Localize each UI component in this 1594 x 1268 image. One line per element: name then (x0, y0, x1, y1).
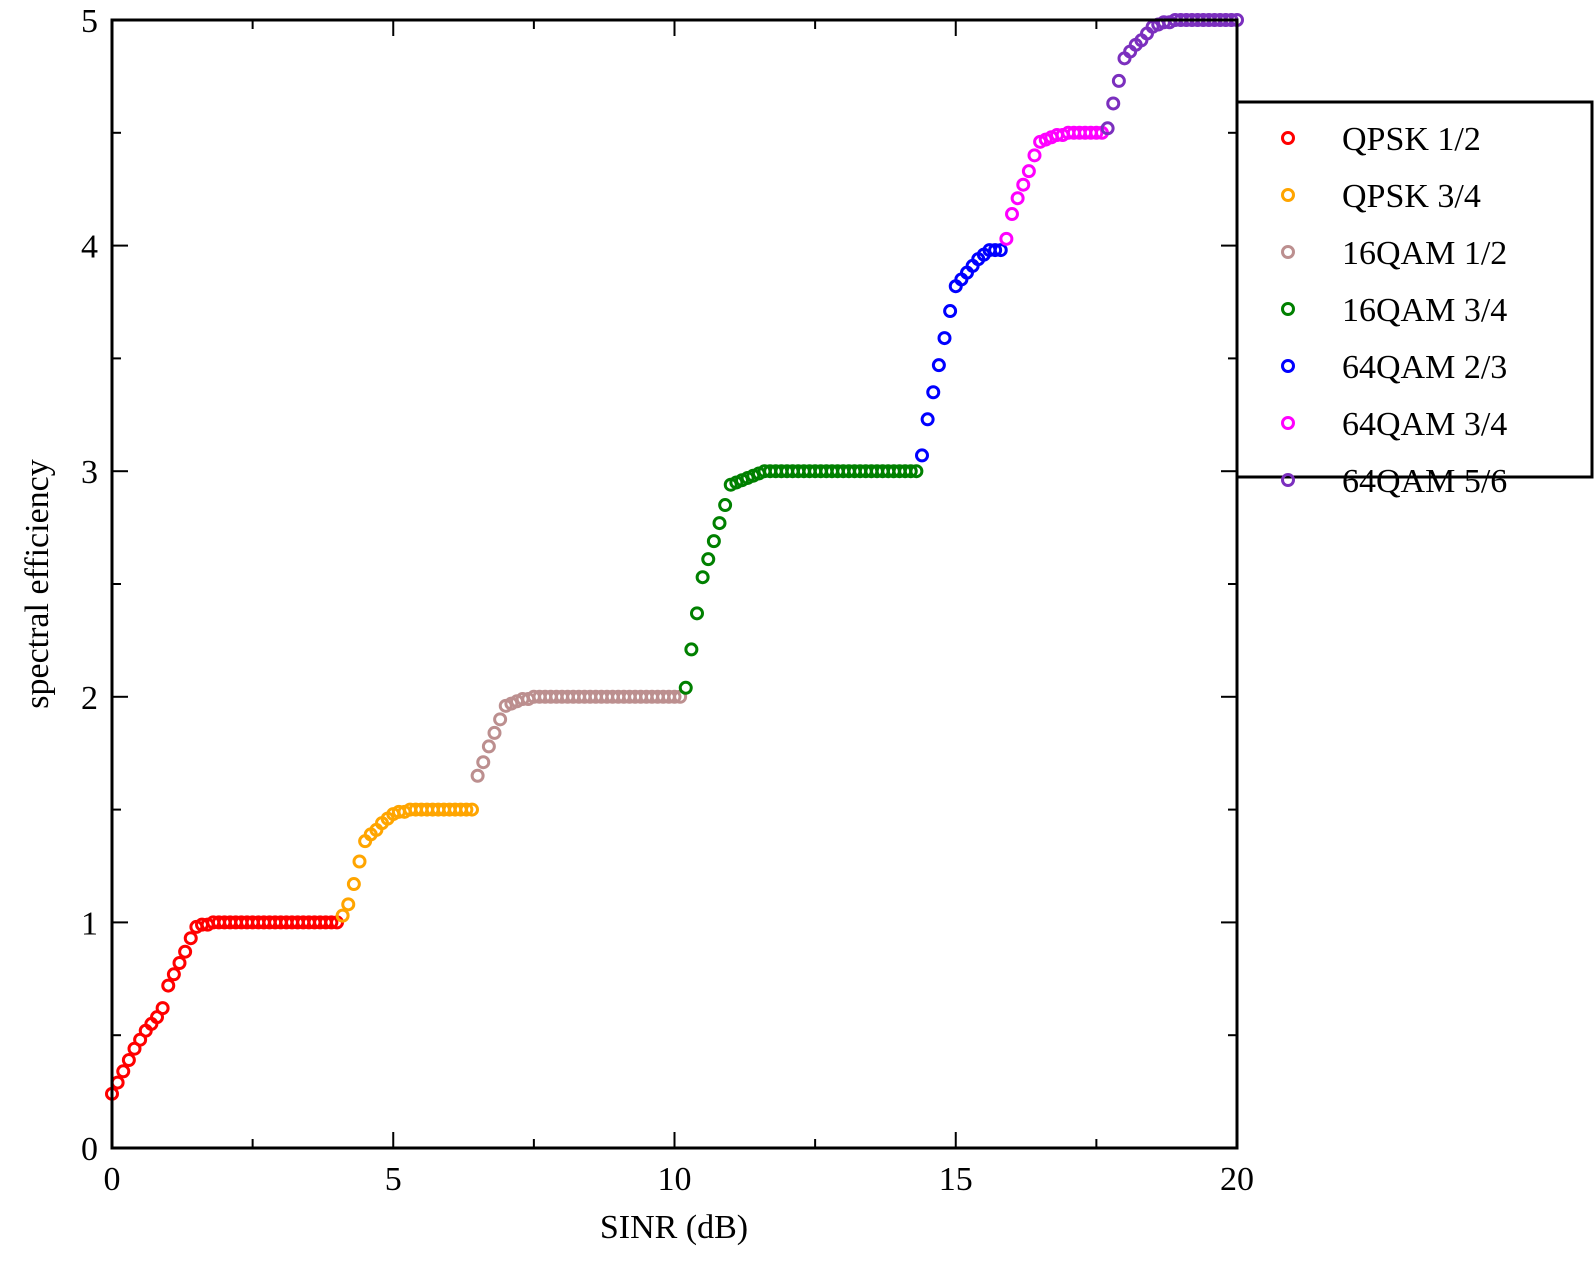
data-point (1089, 125, 1104, 140)
legend-item: 16QAM 3/4 (1281, 292, 1507, 329)
y-tick-label: 3 (81, 454, 98, 491)
data-point (701, 552, 716, 567)
data-point (712, 516, 727, 531)
data-point (1106, 96, 1121, 111)
legend-marker (1281, 359, 1295, 373)
legend-item: QPSK 3/4 (1281, 178, 1481, 215)
series-64qam-2-3 (915, 243, 1008, 463)
data-point (161, 978, 176, 993)
data-point (1021, 164, 1036, 179)
data-point (121, 1053, 136, 1068)
series-64qam-3-4 (999, 125, 1109, 246)
data-point (943, 304, 958, 319)
legend-item: 64QAM 5/6 (1281, 463, 1507, 500)
data-point (341, 897, 356, 912)
y-tick-label: 2 (81, 680, 98, 717)
x-tick-label: 5 (385, 1161, 402, 1198)
data-point (1016, 177, 1031, 192)
legend-label: 64QAM 2/3 (1342, 349, 1507, 386)
data-point (465, 802, 479, 817)
data-point (178, 944, 193, 959)
data-point (920, 412, 935, 427)
series-16qam-3-4 (678, 464, 924, 695)
data-point (183, 931, 198, 946)
legend-marker (1281, 416, 1295, 430)
data-point (1010, 191, 1025, 206)
data-point (684, 642, 699, 657)
legend-label: QPSK 1/2 (1342, 121, 1481, 158)
legend-label: 64QAM 3/4 (1342, 406, 1507, 443)
data-point (718, 498, 733, 513)
data-point (481, 739, 496, 754)
x-tick-label: 20 (1220, 1161, 1254, 1198)
series-qpsk-3-4 (335, 802, 479, 923)
legend-marker (1281, 473, 1295, 487)
data-point (937, 331, 952, 346)
data-point (352, 854, 367, 869)
axes-layer: 0 5 10 15 20 0 1 2 3 4 5 (81, 3, 1254, 1198)
data-point (346, 877, 361, 892)
data-point (155, 1001, 170, 1016)
x-tick-label: 10 (658, 1161, 692, 1198)
legend-marker (1281, 188, 1295, 202)
legend-label: 64QAM 5/6 (1342, 463, 1507, 500)
data-point (172, 956, 187, 971)
legend-label: 16QAM 1/2 (1342, 235, 1507, 272)
legend-box (1235, 100, 1594, 479)
legend-item: QPSK 1/2 (1281, 121, 1481, 158)
series-64qam-5-6 (1100, 13, 1244, 136)
data-point (487, 725, 502, 740)
data-point (116, 1064, 131, 1079)
data-point (988, 243, 1003, 258)
data-point (110, 1075, 125, 1090)
data-point (1100, 121, 1115, 136)
data-points-layer (105, 13, 1244, 1101)
legend-marker (1281, 245, 1295, 259)
data-point (667, 689, 682, 704)
data-point (324, 915, 339, 930)
data-point (695, 570, 710, 585)
data-point (1005, 207, 1019, 222)
data-point (166, 967, 181, 982)
data-point (690, 606, 704, 621)
data-point (493, 712, 508, 727)
data-point (926, 385, 941, 400)
x-tick-label: 15 (939, 1161, 973, 1198)
data-point (903, 464, 918, 479)
legend-label: 16QAM 3/4 (1342, 292, 1507, 329)
y-tick-label: 0 (81, 1131, 98, 1168)
data-point (993, 243, 1008, 258)
legend-item: 64QAM 3/4 (1281, 406, 1507, 443)
y-tick-label: 1 (81, 905, 98, 942)
legend: QPSK 1/2 QPSK 3/4 16QAM 1/2 16QAM 3/4 64QAM … (1235, 100, 1594, 500)
y-tick-label: 5 (81, 3, 98, 40)
y-axis-title: spectral efficiency (19, 459, 56, 709)
series-16qam-1-2 (470, 689, 688, 783)
y-tick-label: 4 (81, 229, 98, 266)
series-qpsk-1-2 (105, 915, 344, 1101)
data-point (678, 680, 693, 695)
data-point (1111, 73, 1126, 88)
data-point (476, 755, 491, 770)
data-point (1027, 148, 1042, 163)
data-point (915, 448, 929, 463)
data-point (999, 231, 1014, 246)
data-point (909, 464, 924, 479)
legend-item: 64QAM 2/3 (1281, 349, 1507, 386)
data-point (335, 908, 350, 923)
x-tick-label: 0 (104, 1161, 121, 1198)
legend-label: QPSK 3/4 (1342, 178, 1481, 215)
data-point (459, 802, 474, 817)
data-point (706, 534, 721, 549)
legend-marker (1281, 302, 1295, 316)
data-point (470, 768, 485, 783)
legend-item: 16QAM 1/2 (1281, 235, 1507, 272)
data-point (931, 358, 946, 373)
legend-marker (1281, 131, 1295, 145)
plot-area-frame (110, 18, 1239, 1150)
x-axis-title: SINR (dB) (600, 1209, 748, 1246)
